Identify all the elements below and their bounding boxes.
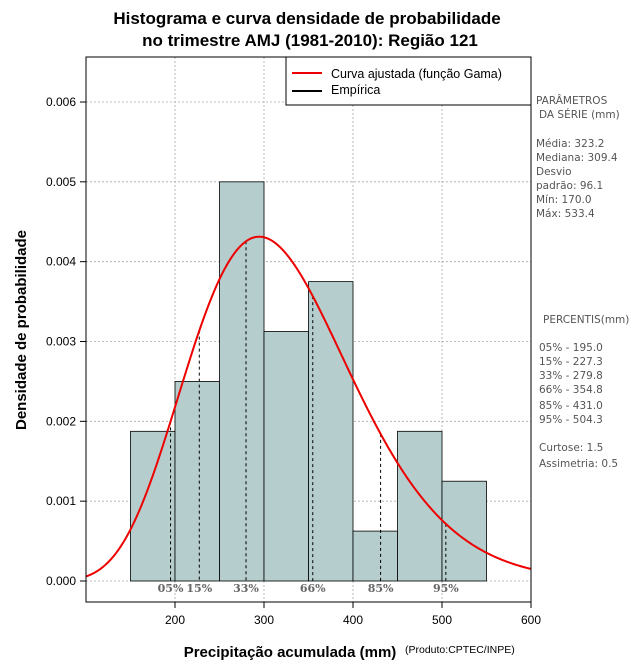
x-axis-title: Precipitação acumulada (mm) [184,644,397,660]
credit-text: (Produto:CPTEC/INPE) [405,644,515,656]
stat-mediana: Mediana: 309.4 [536,152,618,164]
y-tick-label: 0.005 [46,175,76,189]
bars-layer [130,181,487,582]
stat-assimetria: Assimetria: 0.5 [539,458,618,470]
x-axis: 200 300 400 500 600 [165,602,541,627]
legend-label-empirical: Empírica [331,83,380,97]
pct-row-85: 85% - 431.0 [539,400,603,412]
pct-row-66: 66% - 354.8 [539,384,603,396]
gamma-curve [85,235,532,578]
pct-row-15: 15% - 227.3 [539,356,603,368]
chart-title: Histograma e curva densidade de probabil… [113,9,500,28]
x-tick-label: 600 [521,613,541,627]
stat-padrao: padrão: 96.1 [536,180,603,192]
percentile-label: 95% [433,582,459,595]
histogram-bar [352,530,398,582]
params-title-2: DA SÉRIE (mm) [539,108,620,121]
histogram-bar [441,480,487,582]
stat-min: Mín: 170.0 [536,194,592,206]
histogram-bar [397,430,443,582]
y-tick-label: 0.002 [46,414,76,428]
y-axis: 0.000 0.001 0.002 0.003 0.004 0.005 0.006 [46,95,86,588]
x-tick-label: 400 [343,613,363,627]
stats-panel: PARÂMETROS DA SÉRIE (mm) Média: 323.2 Me… [536,94,629,470]
histogram-bar [219,181,265,582]
percentile-label: 85% [368,582,394,595]
legend-label-fit: Curva ajustada (função Gama) [331,67,502,81]
y-axis-title: Densidade de probabilidade [13,230,30,430]
stat-max: Máx: 533.4 [536,208,595,220]
x-tick-label: 200 [165,613,185,627]
x-tick-label: 500 [432,613,452,627]
chart-subtitle: no trimestre AMJ (1981-2010): Região 121 [142,31,478,50]
pct-row-95: 95% - 504.3 [539,414,603,426]
legend-box [285,56,532,106]
x-tick-label: 300 [254,613,274,627]
y-tick-label: 0.004 [46,255,76,269]
histogram-bar [130,430,176,582]
y-tick-label: 0.000 [46,574,76,588]
curve-layer [85,235,532,578]
y-tick-label: 0.003 [46,335,76,349]
percentile-label: 05% [158,582,184,595]
y-tick-label: 0.001 [46,494,76,508]
y-tick-label: 0.006 [46,95,76,109]
histogram-bar [308,281,354,582]
histogram-bar [263,331,309,582]
stat-curtose: Curtose: 1.5 [539,442,603,454]
percentile-label: 15% [186,582,212,595]
pct-row-33: 33% - 279.8 [539,370,603,382]
histogram-bar [174,381,220,582]
params-title-1: PARÂMETROS [536,94,608,107]
percentile-layer: 05% 15% 33% 66% 85% 95% [158,241,459,595]
pct-row-05: 05% - 195.0 [539,342,603,354]
legend: Curva ajustada (função Gama) Empírica [285,56,532,106]
percentile-label: 66% [300,582,326,595]
stat-desvio: Desvio [536,166,572,178]
percentis-title: PERCENTIS(mm) [543,314,629,326]
percentile-label: 33% [233,582,259,595]
stat-media: Média: 323.2 [536,138,604,150]
